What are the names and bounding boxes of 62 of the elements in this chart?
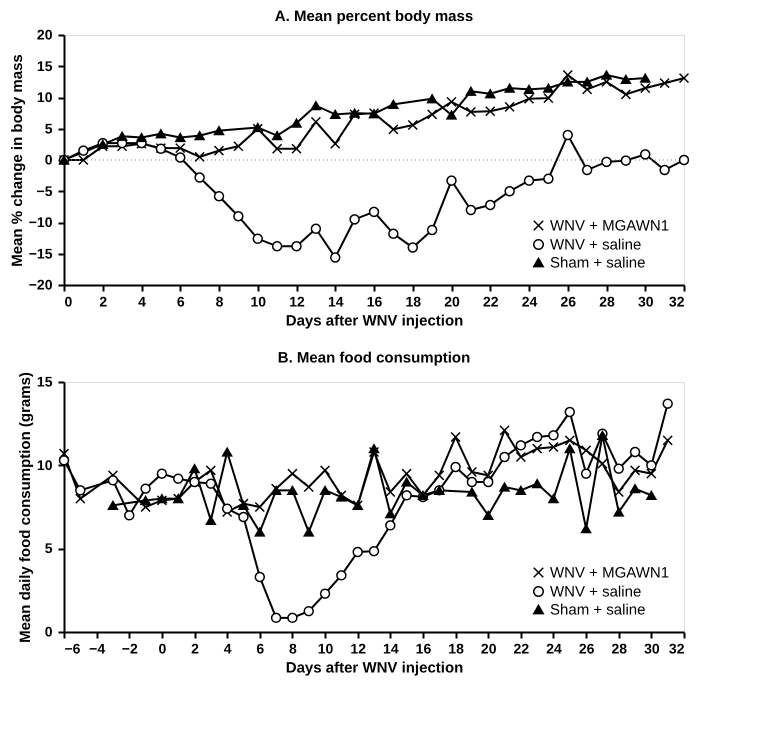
chart-title: A. Mean percent body mass xyxy=(274,8,474,25)
x-tick-label: 32 xyxy=(668,294,685,310)
legend-label: WNV + MGAWN1 xyxy=(550,218,670,234)
legend-label: WNV + saline xyxy=(550,584,642,600)
chart-title: B. Mean food consumption xyxy=(278,349,470,366)
x-tick-label: 32 xyxy=(668,640,685,656)
x-tick-label: 2 xyxy=(191,640,200,656)
y-tick-label: −15 xyxy=(28,245,53,262)
x-tick-label: 22 xyxy=(482,294,499,310)
y-tick-label: 5 xyxy=(44,120,53,136)
x-tick-label: 18 xyxy=(405,294,422,310)
x-tick-label: −4 xyxy=(89,640,106,656)
y-tick-label: −5 xyxy=(36,182,53,199)
x-tick-label: 16 xyxy=(416,640,432,656)
x-tick-label: 24 xyxy=(522,294,538,310)
x-tick-label: 28 xyxy=(599,294,615,310)
y-axis-title: Mean % change in body mass xyxy=(8,54,26,267)
x-tick-label: 8 xyxy=(216,294,224,310)
x-tick-label: 18 xyxy=(448,640,464,656)
y-tick-label: −20 xyxy=(28,276,53,292)
x-tick-label: 30 xyxy=(638,294,654,310)
x-tick-label: 12 xyxy=(350,640,366,656)
x-tick-label: 4 xyxy=(138,294,146,310)
x-tick-label: 8 xyxy=(289,640,298,656)
x-tick-label: 12 xyxy=(289,294,305,310)
y-tick-label: 10 xyxy=(36,456,53,473)
x-tick-label: 30 xyxy=(644,640,660,656)
x-axis-title: Days after WNV injection xyxy=(286,660,464,676)
legend-label: WNV + saline xyxy=(550,236,642,254)
x-tick-label: 20 xyxy=(480,640,497,656)
y-tick-label: 0 xyxy=(44,152,53,168)
x-tick-label: −2 xyxy=(122,640,138,656)
x-tick-label: 10 xyxy=(318,640,334,656)
y-axis-title: Mean daily food consumption (grams) xyxy=(16,372,34,643)
x-tick-label: 4 xyxy=(224,640,232,656)
y-tick-label: −10 xyxy=(28,214,53,230)
y-tick-label: 15 xyxy=(36,374,53,390)
x-tick-label: 6 xyxy=(176,294,185,310)
x-tick-label: 6 xyxy=(256,640,264,656)
y-tick-label: 15 xyxy=(36,58,53,74)
x-tick-label: 2 xyxy=(99,294,108,310)
x-tick-label: 14 xyxy=(328,294,344,310)
legend-label: Sham + saline xyxy=(550,602,646,618)
x-tick-label: 0 xyxy=(64,294,72,310)
x-tick-label: 26 xyxy=(578,640,595,656)
y-tick-label: 20 xyxy=(36,26,53,42)
x-tick-label: 24 xyxy=(546,640,562,656)
y-tick-label: 5 xyxy=(44,540,53,556)
x-tick-label: −6 xyxy=(64,640,81,656)
x-tick-label: 22 xyxy=(514,640,530,656)
x-tick-label: 20 xyxy=(444,294,460,310)
x-tick-label: 14 xyxy=(383,640,399,656)
legend-label: WNV + MGAWN1 xyxy=(550,564,670,582)
y-tick-label: 10 xyxy=(36,89,53,105)
y-tick-label: 0 xyxy=(44,624,53,640)
x-tick-label: 26 xyxy=(560,294,576,310)
legend-label: Sham + saline xyxy=(550,254,646,272)
x-tick-label: 10 xyxy=(250,294,266,310)
x-axis-title: Days after WNV injection xyxy=(286,312,464,330)
x-tick-label: 16 xyxy=(366,294,382,310)
x-tick-label: 28 xyxy=(611,640,628,656)
x-tick-label: 0 xyxy=(158,640,166,656)
